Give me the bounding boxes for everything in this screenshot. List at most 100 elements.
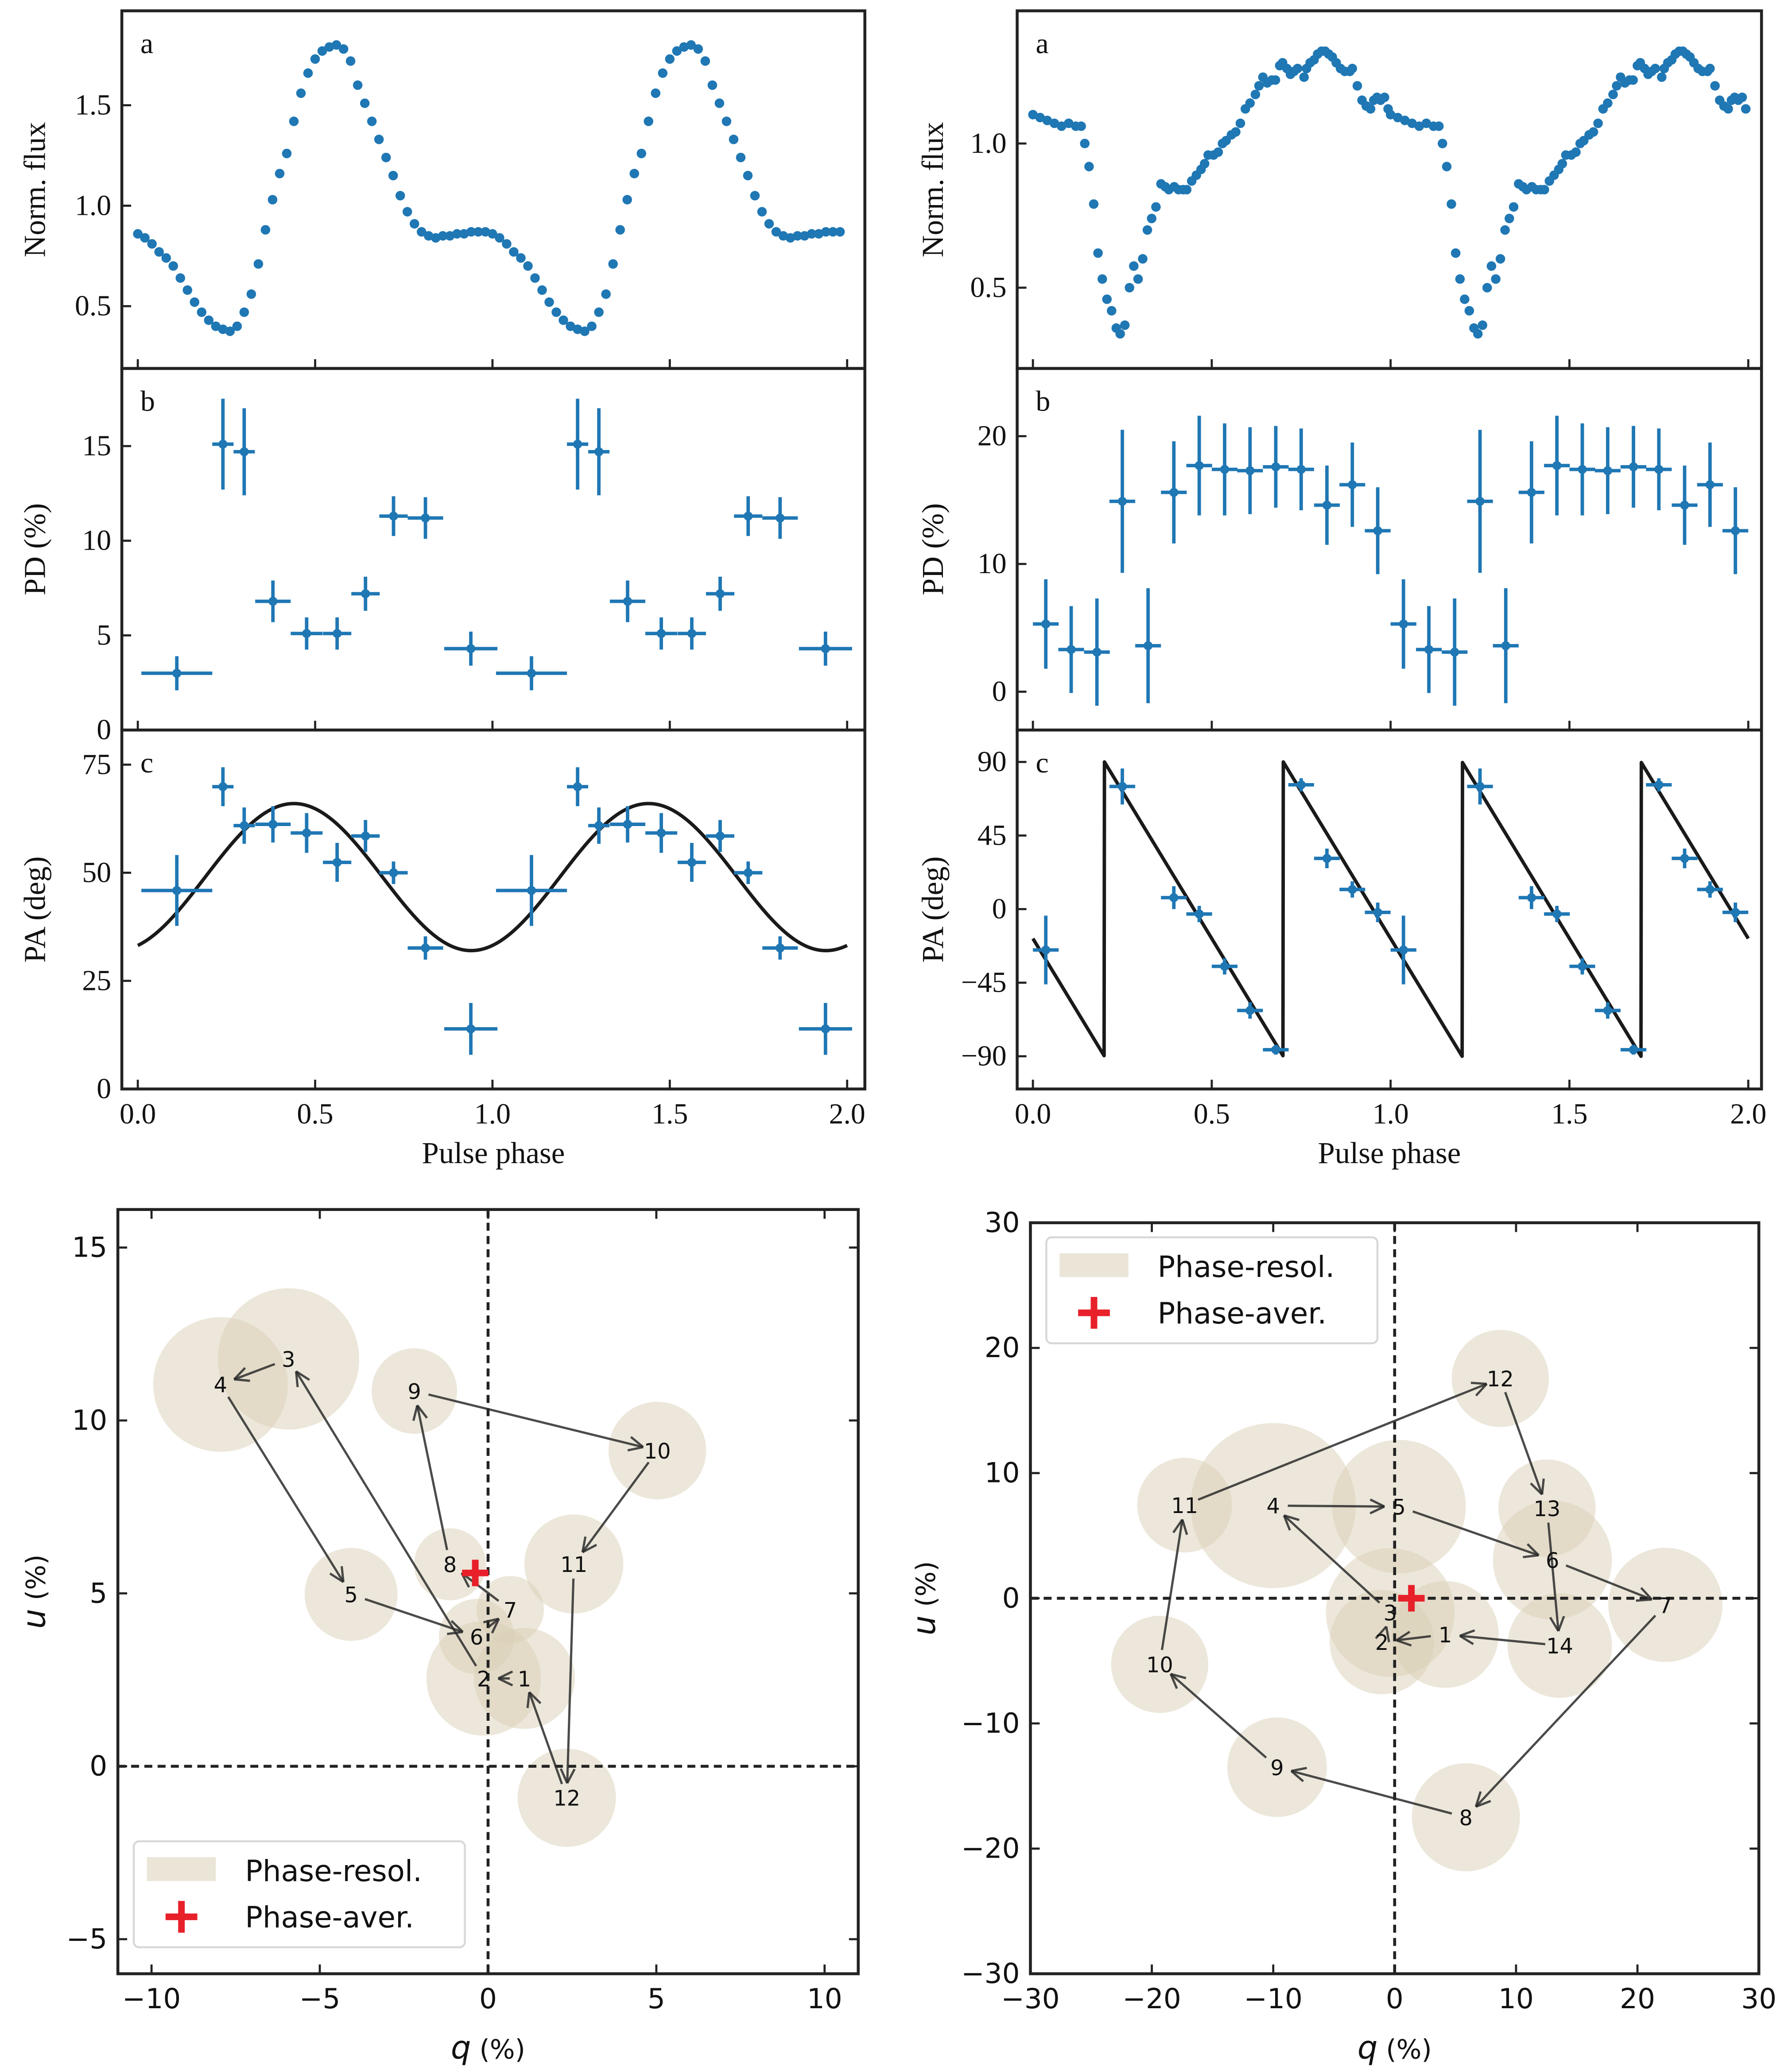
chart-left-pd: 0 5 10 15 b PD (%) bbox=[18, 367, 867, 746]
y-axis-unit: (%) bbox=[21, 1554, 52, 1608]
flux-point bbox=[1385, 110, 1396, 120]
legend-frame bbox=[132, 1840, 466, 1948]
arrow-shaft bbox=[1547, 1522, 1560, 1631]
data-point bbox=[1594, 1002, 1621, 1019]
data-marker bbox=[1578, 962, 1587, 971]
x-tick-label: 0 bbox=[1386, 1983, 1404, 2015]
flux-point bbox=[232, 321, 242, 331]
flux-point bbox=[1705, 63, 1715, 74]
arrow-head bbox=[329, 1572, 344, 1583]
y-tick-label: 15 bbox=[72, 1231, 107, 1264]
flux-point bbox=[1603, 98, 1613, 108]
data-marker bbox=[1220, 465, 1229, 474]
data-point bbox=[1263, 1044, 1289, 1055]
legend-frame bbox=[1045, 1236, 1379, 1345]
arrow-head bbox=[1284, 1514, 1300, 1521]
panel-label: a bbox=[140, 27, 153, 60]
phase-bin-label: 8 bbox=[1459, 1806, 1473, 1831]
data-marker bbox=[172, 886, 182, 895]
arrow-head bbox=[581, 1536, 587, 1552]
flux-point bbox=[1588, 127, 1598, 137]
x-tick-label: 0.5 bbox=[297, 1098, 333, 1130]
x-tick-label: 1.0 bbox=[1373, 1098, 1409, 1130]
data-marker bbox=[1527, 893, 1536, 902]
trajectory-arrow bbox=[559, 1578, 576, 1784]
arrow-head bbox=[1557, 1615, 1565, 1632]
flux-point bbox=[466, 227, 476, 237]
data-marker bbox=[1348, 885, 1357, 894]
x-tick-label: 10 bbox=[807, 1983, 842, 2015]
flux-point bbox=[296, 88, 306, 98]
phase-bin-label: 3 bbox=[1384, 1602, 1397, 1626]
data-point bbox=[609, 580, 646, 622]
y-tick-label: 45 bbox=[977, 819, 1007, 851]
data-point bbox=[1697, 881, 1723, 898]
data-point bbox=[1161, 441, 1187, 544]
trajectory-arrow bbox=[227, 1396, 345, 1583]
flux-point bbox=[1491, 274, 1501, 284]
arrow-head bbox=[1172, 1519, 1183, 1533]
data-point bbox=[233, 408, 255, 496]
data-point bbox=[1237, 427, 1263, 514]
trajectory-arrow bbox=[1547, 1522, 1565, 1632]
flux-point bbox=[1737, 93, 1747, 102]
y-tick-label: −30 bbox=[961, 1957, 1020, 1990]
arrow-head bbox=[340, 1566, 345, 1583]
axes-frame bbox=[120, 367, 867, 732]
data-marker bbox=[1373, 526, 1382, 535]
data-marker bbox=[1271, 1045, 1280, 1055]
flux-point bbox=[1500, 225, 1510, 235]
trajectory-arrow bbox=[233, 1363, 275, 1382]
axes-frame bbox=[1016, 367, 1763, 732]
data-marker bbox=[1705, 885, 1715, 894]
flux-point bbox=[1064, 118, 1074, 128]
arrow-head bbox=[491, 1618, 500, 1634]
data-point bbox=[1594, 427, 1621, 514]
phase-bin-label: 2 bbox=[1375, 1631, 1389, 1655]
data-point bbox=[762, 936, 798, 960]
flux-point bbox=[1056, 121, 1067, 131]
flux-point bbox=[1628, 75, 1638, 85]
data-point bbox=[255, 580, 291, 622]
chart-right-flux: 0.5 1.0 a Norm. flux bbox=[916, 9, 1763, 370]
data-marker bbox=[218, 782, 228, 792]
data-point bbox=[677, 843, 706, 882]
flux-point bbox=[1133, 274, 1143, 284]
flux-point bbox=[147, 239, 157, 249]
data-marker bbox=[821, 1024, 830, 1034]
flux-point bbox=[1138, 254, 1148, 264]
arrow-head bbox=[416, 1405, 428, 1419]
arrow-shaft bbox=[1161, 1519, 1184, 1650]
arrow-shaft bbox=[428, 1393, 644, 1448]
trajectory-arrow bbox=[1198, 1381, 1488, 1501]
y-tick-label: −45 bbox=[961, 966, 1007, 999]
data-point bbox=[734, 496, 763, 536]
flux-point bbox=[1347, 63, 1357, 74]
arrow-head bbox=[1369, 1505, 1385, 1514]
flux-point bbox=[253, 259, 264, 269]
data-marker bbox=[1527, 488, 1536, 497]
x-tick-label: −20 bbox=[1122, 1983, 1181, 2015]
arrow-head bbox=[1169, 1673, 1178, 1689]
arrow-head bbox=[497, 1677, 513, 1687]
flux-point bbox=[835, 227, 845, 237]
uncertainty-circle bbox=[1451, 1330, 1549, 1427]
flux-point bbox=[1213, 147, 1223, 157]
arrow-head bbox=[447, 1630, 463, 1635]
data-point bbox=[1314, 466, 1340, 545]
arrow-head bbox=[627, 1446, 644, 1452]
data-marker bbox=[821, 644, 830, 653]
data-point bbox=[496, 656, 567, 691]
legend-swatch-phase-averaged bbox=[165, 1901, 198, 1933]
y-tick-label: 0 bbox=[97, 714, 111, 746]
flux-point bbox=[1093, 248, 1103, 258]
data-marker bbox=[1578, 465, 1587, 474]
data-point bbox=[1722, 487, 1749, 574]
data-marker bbox=[1680, 501, 1689, 510]
flux-point bbox=[537, 285, 547, 295]
arrow-head bbox=[1459, 1629, 1475, 1637]
flux-point bbox=[154, 247, 164, 257]
arrow-shaft bbox=[461, 1572, 500, 1602]
